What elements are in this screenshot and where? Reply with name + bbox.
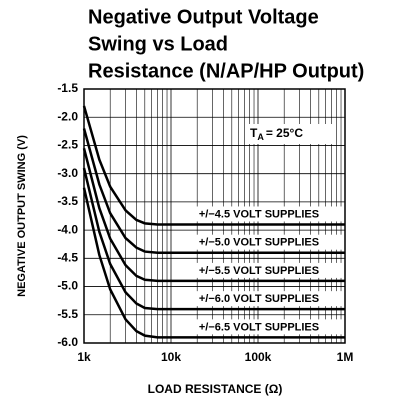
series-line: [82, 187, 345, 339]
title-line: Swing vs Load: [88, 33, 228, 55]
x-tick-label: 1M: [337, 350, 354, 364]
series-line: [82, 147, 345, 283]
series-line: [82, 128, 345, 254]
series-line: [82, 167, 345, 311]
x-tick-label: 100k: [245, 350, 272, 364]
x-tick-label: 10k: [161, 350, 181, 364]
y-axis-label: NEGATIVE OUTPUT SWING (V): [16, 135, 28, 297]
series-line: [82, 105, 345, 226]
label-box: [175, 319, 343, 335]
plot-frame: [83, 88, 346, 344]
y-tick-label: -6.0: [57, 335, 78, 349]
annotation-box: [246, 124, 336, 144]
series-label: +/−4.5 VOLT SUPPLIES: [199, 208, 319, 220]
label-box: [175, 234, 343, 250]
series-label: +/−6.0 VOLT SUPPLIES: [199, 293, 319, 305]
label-box: [175, 291, 343, 307]
label-box: [175, 206, 343, 222]
y-tick-label: -4.0: [57, 222, 78, 236]
series-label: +/−5.0 VOLT SUPPLIES: [199, 237, 319, 249]
y-tick-label: -4.5: [57, 251, 78, 265]
title: Negative Output Voltage Swing vs Load Re…: [88, 6, 364, 82]
x-tick-label: 1k: [77, 350, 91, 364]
series-label: +/−6.5 VOLT SUPPLIES: [199, 321, 319, 333]
y-tick-label: -5.5: [57, 307, 78, 321]
series-label: +/−5.5 VOLT SUPPLIES: [199, 265, 319, 277]
y-tick-label: -3.5: [57, 194, 78, 208]
annotation-part: T: [250, 126, 258, 140]
x-axis-label: LOAD RESISTANCE (Ω): [148, 382, 283, 396]
title-line: Resistance (N/AP/HP Output): [88, 60, 364, 82]
annotation: TA = 25°C: [250, 126, 303, 142]
y-tick-label: -5.0: [57, 279, 78, 293]
y-tick-label: -1.5: [57, 81, 78, 95]
y-tick-label: -3.0: [57, 166, 78, 180]
title-line: Negative Output Voltage: [88, 6, 319, 28]
y-tick-label: -2.5: [57, 138, 78, 152]
annotation-sub: A: [257, 132, 264, 142]
label-box: [175, 262, 343, 278]
y-tick-label: -2.0: [57, 109, 78, 123]
annotation-part: = 25°C: [266, 126, 303, 140]
